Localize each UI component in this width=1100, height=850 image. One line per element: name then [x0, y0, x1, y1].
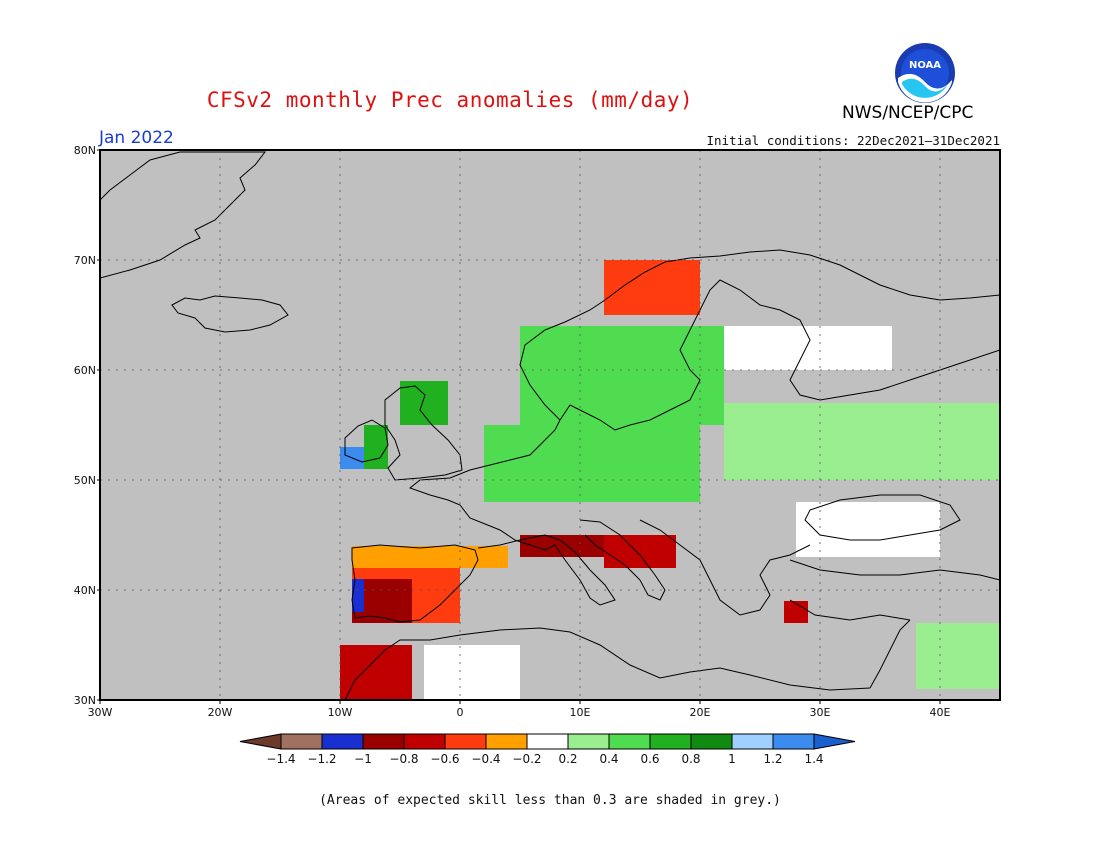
colorbar-segment	[772, 733, 815, 750]
colorbar-segment	[485, 733, 528, 750]
colorbar-label: −1.2	[307, 752, 336, 766]
anomaly-cell-eastern-europe-wet	[724, 403, 1000, 480]
anomaly-cell-adriatic-dry	[604, 535, 676, 568]
anomaly-cell-north-africa-neutral	[424, 645, 520, 700]
iberia-coast	[351, 544, 479, 623]
anomaly-cell-portugal-wet	[352, 579, 364, 612]
colorbar-label: 0.4	[599, 752, 618, 766]
colorbar-label: 0.6	[640, 752, 659, 766]
forecast-month: Jan 2022	[99, 128, 174, 148]
logo-text: NOAA	[909, 60, 941, 71]
coastline-layer	[100, 151, 1000, 700]
colorbar-label: −0.4	[471, 752, 500, 766]
colorbar-label: 1	[728, 752, 736, 766]
lon-label: 10E	[570, 706, 591, 719]
ireland-coast	[344, 419, 389, 463]
map-frame	[99, 149, 1001, 701]
lat-label: 50N	[74, 474, 96, 487]
lat-label: 60N	[74, 364, 96, 377]
map-title: CFSv2 monthly Prec anomalies (mm/day)	[0, 88, 1100, 112]
colorbar-segment	[608, 733, 651, 750]
anomaly-layer	[340, 260, 1000, 700]
map-title-text: CFSv2 monthly Prec anomalies (mm/day)	[206, 88, 694, 112]
longitude-labels: 30W 20W 10W 0 10E 20E 30E 40E	[88, 700, 951, 719]
europe-coast	[408, 279, 1000, 606]
logo-water	[902, 78, 948, 98]
graticule	[100, 150, 1000, 700]
colorbar-segment	[403, 733, 446, 750]
anomaly-cell-middle-east-wet	[916, 623, 1000, 689]
colorbar-label: −1.4	[266, 752, 295, 766]
colorbar-segment	[690, 733, 733, 750]
anomaly-cell-norway-coast-dry	[604, 260, 700, 315]
colorbar-label: 0.8	[681, 752, 700, 766]
colorbar-segment	[567, 733, 610, 750]
iceland-coast	[171, 295, 289, 333]
anomaly-cell-ireland-wet	[364, 425, 388, 469]
anomaly-cell-south-france-dry	[520, 535, 604, 557]
anomaly-cell-turkey-dry	[784, 601, 808, 623]
colorbar-segment	[526, 733, 569, 750]
colorbar-segment	[321, 733, 364, 750]
lon-label: 20W	[208, 706, 233, 719]
colorbar-segment	[444, 733, 487, 750]
lon-label: 10W	[328, 706, 353, 719]
lon-label: 0	[457, 706, 464, 719]
colorbar-label: −0.8	[389, 752, 418, 766]
colorbar: −1.4 −1.2 −1 −0.8 −0.6 −0.4 −0.2 0.2 0.4 0.6 0.8 1 1…	[239, 733, 856, 766]
lat-label: 40N	[74, 584, 96, 597]
colorbar-left-arrow	[239, 733, 282, 750]
anomaly-cell-black-sea-neutral	[796, 502, 940, 557]
lat-label: 70N	[74, 254, 96, 267]
turkey-coast	[789, 559, 1000, 621]
britain-coast	[384, 385, 463, 481]
anomaly-cell-scandinavia-wet	[520, 326, 724, 425]
lat-label: 80N	[74, 144, 96, 157]
latitude-labels: 30N 40N 50N 60N 70N 80N	[74, 144, 100, 707]
lon-label: 30W	[88, 706, 113, 719]
lat-label: 30N	[74, 694, 96, 707]
colorbar-right-arrow	[813, 733, 856, 750]
anomaly-cell-central-europe-wet	[484, 425, 700, 502]
colorbar-label: −0.6	[430, 752, 459, 766]
anomaly-cell-scotland-wet	[400, 381, 448, 425]
italy-coast	[579, 519, 666, 601]
lon-label: 40E	[930, 706, 951, 719]
colorbar-label: 1.2	[763, 752, 782, 766]
colorbar-segment	[649, 733, 692, 750]
balkans-coast	[639, 519, 811, 616]
lon-label: 20E	[690, 706, 711, 719]
skill-footnote: (Areas of expected skill less than 0.3 a…	[319, 793, 781, 808]
north-africa-coast	[344, 627, 871, 700]
colorbar-label: 1.4	[804, 752, 823, 766]
greenland-coast	[100, 151, 267, 279]
agency-label: NWS/NCEP/CPC	[842, 103, 974, 123]
anomaly-cell-north-spain-dry	[352, 546, 508, 568]
colorbar-label: 0.2	[558, 752, 577, 766]
colorbar-label: −0.2	[512, 752, 541, 766]
initial-conditions: Initial conditions: 22Dec2021–31Dec2021	[706, 133, 1001, 148]
anomaly-cell-finland-dry-neutral	[724, 326, 892, 370]
levant-coast	[869, 619, 911, 689]
colorbar-segment	[362, 733, 405, 750]
lon-label: 30E	[810, 706, 831, 719]
colorbar-segment	[731, 733, 774, 750]
colorbar-label: −1	[354, 752, 372, 766]
anomaly-cell-morocco-dry	[340, 645, 412, 700]
noaa-logo: NOAA	[895, 43, 955, 103]
colorbar-segment	[280, 733, 323, 750]
